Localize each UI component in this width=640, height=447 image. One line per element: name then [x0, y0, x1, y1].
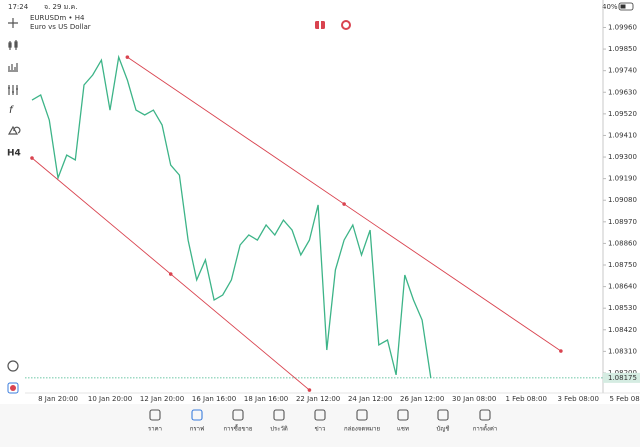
y-tick-label: 1.09300	[608, 153, 637, 161]
nav-bar	[0, 404, 640, 447]
nav-label: กล่องจดหมาย	[344, 426, 380, 433]
battery-level: 40%	[602, 3, 618, 11]
nav-icon	[149, 409, 161, 421]
x-tick-label: 10 Jan 20:00	[88, 395, 132, 403]
nav-item[interactable]: กราฟ	[190, 409, 204, 433]
price-line	[31, 54, 432, 378]
nav-icon	[397, 409, 409, 421]
trendline-handle[interactable]	[307, 388, 312, 392]
trendline-handle[interactable]	[342, 202, 346, 206]
x-tick-label: 22 Jan 12:00	[296, 395, 340, 403]
x-tick-label: 18 Jan 16:00	[244, 395, 288, 403]
trendline-handle[interactable]	[125, 55, 130, 59]
crosshair-tool[interactable]	[8, 18, 18, 28]
trade-icon-split	[319, 21, 321, 29]
x-tick-label: 16 Jan 16:00	[192, 395, 236, 403]
y-tick-label: 1.09410	[608, 131, 637, 139]
nav-item[interactable]: แชท	[397, 409, 409, 433]
indicator-icon[interactable]	[341, 20, 351, 30]
nav-label: แชท	[397, 426, 409, 433]
nav-item[interactable]: การตั้งค่า	[473, 409, 497, 433]
nav-item[interactable]: การซื้อขาย	[224, 409, 253, 433]
y-tick-label: 1.09190	[608, 175, 637, 183]
nav-icon	[232, 409, 244, 421]
y-tick-label: 1.08750	[608, 261, 637, 269]
y-tick-label: 1.09630	[608, 88, 637, 96]
nav-label: ประวัติ	[270, 426, 288, 433]
objects-tool[interactable]	[7, 125, 21, 135]
y-tick-label: 1.09960	[608, 23, 637, 31]
status-date: จ. 29 ม.ค.	[44, 3, 77, 11]
toolbar: f H4	[7, 18, 21, 394]
y-tick-label: 1.08860	[608, 239, 637, 247]
nav-item[interactable]: ประวัติ	[270, 409, 288, 433]
nav-label: ข่าว	[315, 426, 326, 433]
trendline-handle[interactable]	[30, 156, 34, 160]
nav-icon	[356, 409, 368, 421]
y-tick-label: 1.09520	[608, 110, 637, 118]
y-tick-label: 1.08310	[608, 347, 637, 355]
nav-label: การซื้อขาย	[224, 423, 253, 433]
nav-icon	[479, 409, 491, 421]
current-price-box	[603, 372, 640, 383]
nav-label: ราคา	[148, 426, 162, 433]
nav-label: บัญชี	[437, 425, 450, 433]
current-price-label: 1.08175	[608, 374, 637, 382]
x-tick-label: 3 Feb 08:00	[557, 395, 598, 403]
trendline-handle[interactable]	[168, 272, 173, 276]
y-tick-label: 1.08640	[608, 283, 637, 291]
y-tick-label: 1.08530	[608, 304, 637, 312]
nav-item[interactable]: ราคา	[148, 409, 162, 433]
y-tick-label: 1.08420	[608, 326, 637, 334]
nav-icon	[273, 409, 285, 421]
battery-icon	[618, 2, 634, 11]
x-tick-label: 30 Jan 08:00	[452, 395, 496, 403]
y-tick-label: 1.08970	[608, 218, 637, 226]
settings-tool[interactable]	[8, 85, 18, 95]
status-time: 17:24	[8, 3, 29, 11]
nav-label: การตั้งค่า	[473, 423, 497, 433]
nav-item[interactable]: กล่องจดหมาย	[344, 409, 380, 433]
app-icon-dot	[10, 385, 16, 391]
nav-icon	[437, 409, 449, 421]
x-tick-label: 12 Jan 20:00	[140, 395, 184, 403]
nav-icon	[314, 409, 326, 421]
symbol-description: Euro vs US Dollar	[30, 23, 91, 31]
x-tick-label: 1 Feb 08:00	[505, 395, 546, 403]
nav-icon	[191, 409, 203, 421]
x-tick-label: 26 Jan 12:00	[400, 395, 444, 403]
trendline-handle[interactable]	[559, 349, 563, 353]
nav-label: กราฟ	[190, 426, 204, 433]
x-tick-label: 5 Feb 08:00	[609, 395, 640, 403]
indicators-tool[interactable]	[8, 63, 18, 72]
chart-mode[interactable]	[7, 360, 19, 372]
x-tick-label: 24 Jan 12:00	[348, 395, 392, 403]
chart-type-tool[interactable]	[8, 40, 18, 50]
y-tick-label: 1.09080	[608, 196, 637, 204]
nav-item[interactable]: บัญชี	[437, 409, 450, 433]
battery-fill	[620, 4, 626, 9]
symbol[interactable]: EURUSDm • H4	[30, 14, 85, 22]
function-tool[interactable]: f	[9, 105, 14, 116]
y-tick-label: 1.09850	[608, 45, 637, 53]
y-tick-label: 1.09740	[608, 67, 637, 75]
x-tick-label: 8 Jan 20:00	[38, 395, 78, 403]
nav-item[interactable]: ข่าว	[314, 409, 326, 433]
timeframe[interactable]: H4	[7, 149, 21, 159]
